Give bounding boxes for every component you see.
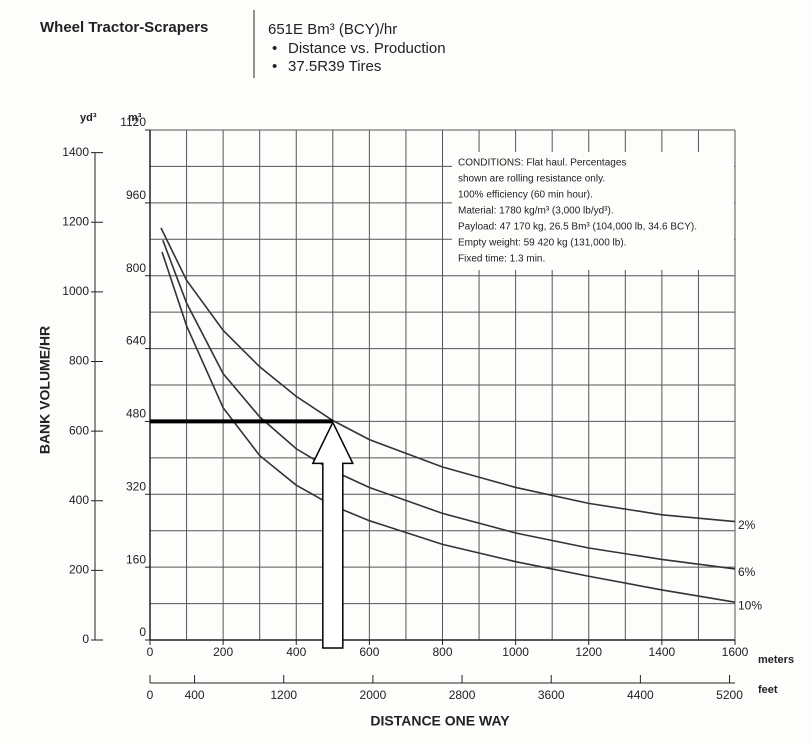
x-tick-label: 200 [213, 645, 233, 659]
x-tick-label: 0 [147, 645, 154, 659]
y-unit: m³ [128, 112, 142, 124]
y2-tick-label: 200 [69, 563, 89, 577]
conditions-box [452, 152, 734, 270]
y2-tick-label: 800 [69, 354, 89, 368]
section-title: Wheel Tractor-Scrapers [40, 19, 208, 36]
series-line [162, 239, 736, 570]
condition-text: 100% efficiency (60 min hour). [458, 190, 593, 201]
series-label: 6% [738, 565, 756, 579]
x-tick-label: 600 [359, 645, 379, 659]
series-line [160, 227, 736, 523]
x2-tick-label: 2800 [449, 688, 476, 702]
y2-tick-label: 400 [69, 493, 89, 507]
y-tick-label: 960 [126, 188, 146, 202]
x-tick-label: 1600 [722, 645, 749, 659]
y-tick-label: 480 [126, 407, 146, 421]
x-tick-label: 1200 [575, 645, 602, 659]
y2-tick-label: 600 [69, 423, 89, 437]
y-axis-label: BANK VOLUME/HR [37, 326, 53, 454]
subtitle: Distance vs. Production [288, 40, 446, 57]
x2-tick-label: 3600 [538, 688, 565, 702]
x2-tick-label: 4400 [627, 688, 654, 702]
x2-tick-label: 1200 [270, 688, 297, 702]
y-tick-label: 0 [139, 625, 146, 639]
series-line [161, 251, 736, 603]
y2-tick-label: 0 [82, 632, 89, 646]
x2-tick-label: 0 [147, 688, 154, 702]
bullet: • [272, 40, 277, 57]
chart-title: 651E Bm³ (BCY)/hr [268, 21, 397, 38]
x2-tick-label: 400 [185, 688, 205, 702]
y-tick-label: 160 [126, 552, 146, 566]
y2-tick-label: 1400 [62, 145, 89, 159]
x2-tick-label: 5200 [716, 688, 743, 702]
subtitle: 37.5R39 Tires [288, 58, 381, 75]
x-unit: meters [758, 654, 794, 666]
x-tick-label: 1400 [649, 645, 676, 659]
y2-tick-label: 1000 [62, 284, 89, 298]
x2-tick-label: 2000 [360, 688, 387, 702]
y2-tick-label: 1200 [62, 214, 89, 228]
y-tick-label: 320 [126, 479, 146, 493]
x2-unit: feet [758, 684, 778, 696]
y2-unit: yd³ [80, 112, 97, 124]
series-label: 2% [738, 518, 756, 532]
x-tick-label: 800 [432, 645, 452, 659]
x-tick-label: 1000 [502, 645, 529, 659]
condition-text: Fixed time: 1.3 min. [458, 254, 545, 265]
y-tick-label: 800 [126, 261, 146, 275]
series-label: 10% [738, 598, 762, 612]
y-tick-label: 640 [126, 334, 146, 348]
y-tick-label: 1120 [120, 115, 146, 129]
condition-text: Material: 1780 kg/m³ (3,000 lb/yd³). [458, 206, 614, 217]
condition-text: CONDITIONS: Flat haul. Percentages [458, 158, 626, 169]
reference-arrow [311, 420, 355, 649]
x-tick-label: 400 [286, 645, 306, 659]
condition-text: Payload: 47 170 kg, 26.5 Bm³ (104,000 lb… [458, 222, 697, 233]
condition-text: Empty weight: 59 420 kg (131,000 lb). [458, 238, 626, 249]
x-axis-label: DISTANCE ONE WAY [370, 713, 510, 729]
condition-text: shown are rolling resistance only. [458, 174, 605, 185]
bullet: • [272, 58, 277, 75]
